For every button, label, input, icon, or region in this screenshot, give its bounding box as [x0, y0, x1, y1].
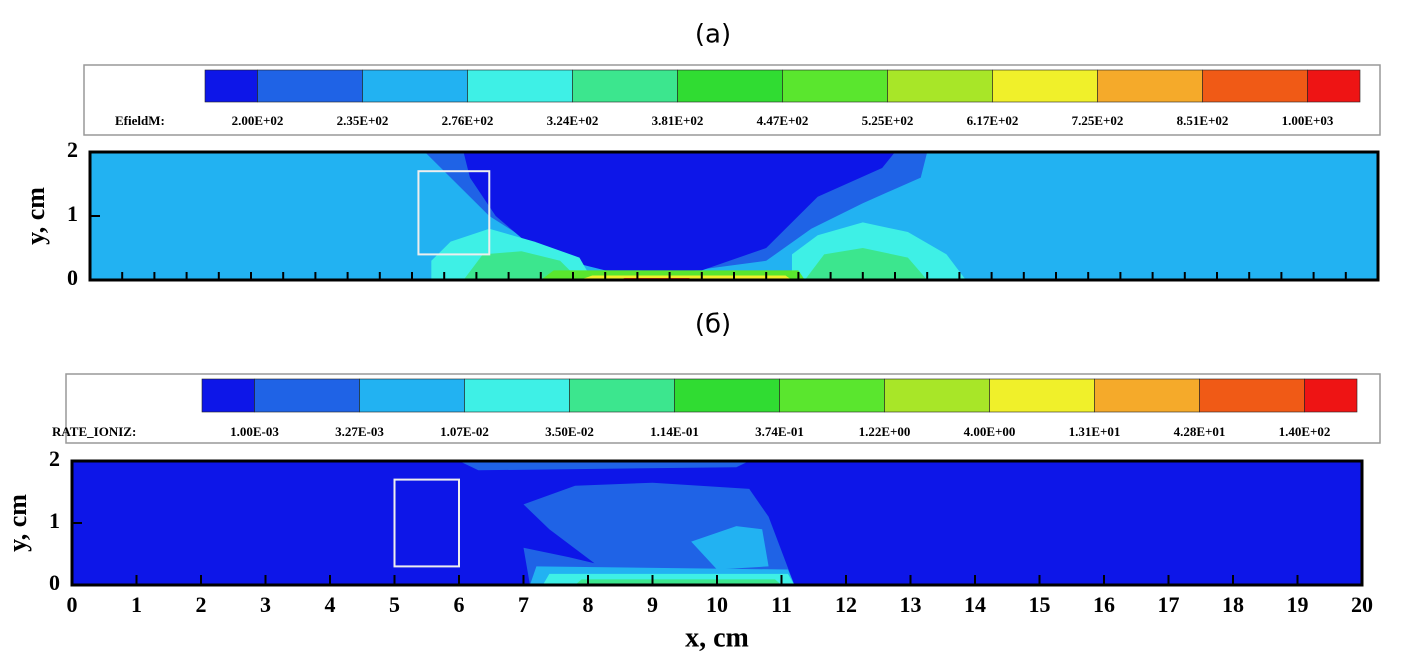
- colorbar-tick-label: 2.00E+02: [232, 113, 284, 128]
- highlight-box: [393, 478, 460, 568]
- y-tick-label: 2: [67, 137, 78, 162]
- x-tick-label: 18: [1222, 592, 1244, 617]
- contour-region: [804, 248, 928, 280]
- colorbar-swatch: [782, 69, 888, 103]
- colorbar-tick-label: 3.74E-01: [755, 424, 804, 439]
- colorbar-tick-label: 8.51E+02: [1177, 113, 1229, 128]
- x-tick-label: 15: [1029, 592, 1051, 617]
- x-tick-label: 3: [260, 592, 271, 617]
- colorbar-tick-label: 4.28E+01: [1174, 424, 1226, 439]
- colorbar-tick-label: 1.22E+00: [859, 424, 911, 439]
- y-axis-label: y, cm: [3, 494, 32, 552]
- colorbar-tick-label: 3.24E+02: [547, 113, 599, 128]
- x-tick-label: 14: [964, 592, 986, 617]
- colorbar-swatch: [569, 378, 675, 413]
- colorbar-swatch: [464, 378, 570, 413]
- colorbar-tick-label: 6.17E+02: [967, 113, 1019, 128]
- x-tick-label: 10: [706, 592, 728, 617]
- colorbar-swatch: [467, 69, 573, 103]
- x-tick-label: 13: [900, 592, 922, 617]
- colorbar-swatch: [677, 69, 783, 103]
- y-axis-label: y, cm: [21, 187, 50, 245]
- colorbar-tick-label: 2.76E+02: [442, 113, 494, 128]
- colorbar-swatch: [1307, 69, 1361, 103]
- contour-region: [463, 152, 895, 271]
- plot-frame: [70, 459, 1364, 587]
- x-tick-label: 12: [835, 592, 857, 617]
- colorbar-tick-label: 1.07E-02: [440, 424, 489, 439]
- x-tick-label: 16: [1093, 592, 1115, 617]
- colorbar-swatch: [1202, 69, 1308, 103]
- colorbar-tick-label: 4.00E+00: [964, 424, 1016, 439]
- panel-title: (а): [695, 20, 731, 50]
- x-tick-label: 2: [196, 592, 207, 617]
- colorbar-tick-label: 3.81E+02: [652, 113, 704, 128]
- colorbar-swatch: [1199, 378, 1305, 413]
- x-tick-label: 7: [518, 592, 529, 617]
- y-tick-label: 0: [67, 265, 78, 290]
- colorbar-swatch: [887, 69, 993, 103]
- colorbar-tick-label: 1.40E+02: [1279, 424, 1331, 439]
- colorbar-tick-label: 7.25E+02: [1072, 113, 1124, 128]
- colorbar-swatch: [1304, 378, 1358, 413]
- x-tick-label: 19: [1287, 592, 1309, 617]
- x-tick-label: 9: [647, 592, 658, 617]
- x-tick-label: 4: [325, 592, 336, 617]
- colorbar-swatch: [201, 378, 255, 413]
- x-tick-label: 6: [454, 592, 465, 617]
- colorbar-swatch: [674, 378, 780, 413]
- colorbar-tick-label: 5.25E+02: [862, 113, 914, 128]
- colorbar-swatch: [884, 378, 990, 413]
- y-tick-label: 1: [67, 201, 78, 226]
- x-tick-label: 0: [67, 592, 78, 617]
- x-tick-label: 1: [131, 592, 142, 617]
- colorbar-swatch: [254, 378, 360, 413]
- x-axis-label: x, cm: [685, 622, 749, 653]
- colorbar-swatch: [359, 378, 465, 413]
- colorbar-swatch: [779, 378, 885, 413]
- x-tick-label: 20: [1351, 592, 1373, 617]
- colorbar-label: RATE_IONIZ:: [52, 424, 136, 439]
- colorbar-tick-label: 3.50E-02: [545, 424, 594, 439]
- colorbar-tick-label: 1.31E+01: [1069, 424, 1121, 439]
- panel-title: (б): [695, 310, 731, 340]
- colorbar-tick-label: 1.00E+03: [1282, 113, 1334, 128]
- colorbar-swatch: [1097, 69, 1203, 103]
- colorbar-tick-label: 4.47E+02: [757, 113, 809, 128]
- x-tick-label: 11: [771, 592, 792, 617]
- contour-region: [459, 461, 750, 471]
- y-tick-label: 1: [49, 508, 60, 533]
- colorbar-swatch: [992, 69, 1098, 103]
- y-tick-label: 2: [49, 446, 60, 471]
- colorbar-swatch: [989, 378, 1095, 413]
- colorbar-swatch: [572, 69, 678, 103]
- colorbar-swatch: [1094, 378, 1200, 413]
- colorbar-tick-label: 1.00E-03: [230, 424, 279, 439]
- colorbar-label: EfieldM:: [115, 113, 165, 128]
- x-tick-label: 5: [389, 592, 400, 617]
- colorbar-swatch: [204, 69, 258, 103]
- colorbar-tick-label: 2.35E+02: [337, 113, 389, 128]
- colorbar-tick-label: 3.27E-03: [335, 424, 384, 439]
- y-tick-label: 0: [49, 570, 60, 595]
- x-tick-label: 17: [1158, 592, 1180, 617]
- colorbar-swatch: [362, 69, 468, 103]
- x-tick-label: 8: [583, 592, 594, 617]
- highlight-box: [417, 170, 491, 256]
- contour-region: [691, 526, 769, 570]
- colorbar-tick-label: 1.14E-01: [650, 424, 699, 439]
- colorbar-swatch: [257, 69, 363, 103]
- plot-frame: [88, 150, 1380, 282]
